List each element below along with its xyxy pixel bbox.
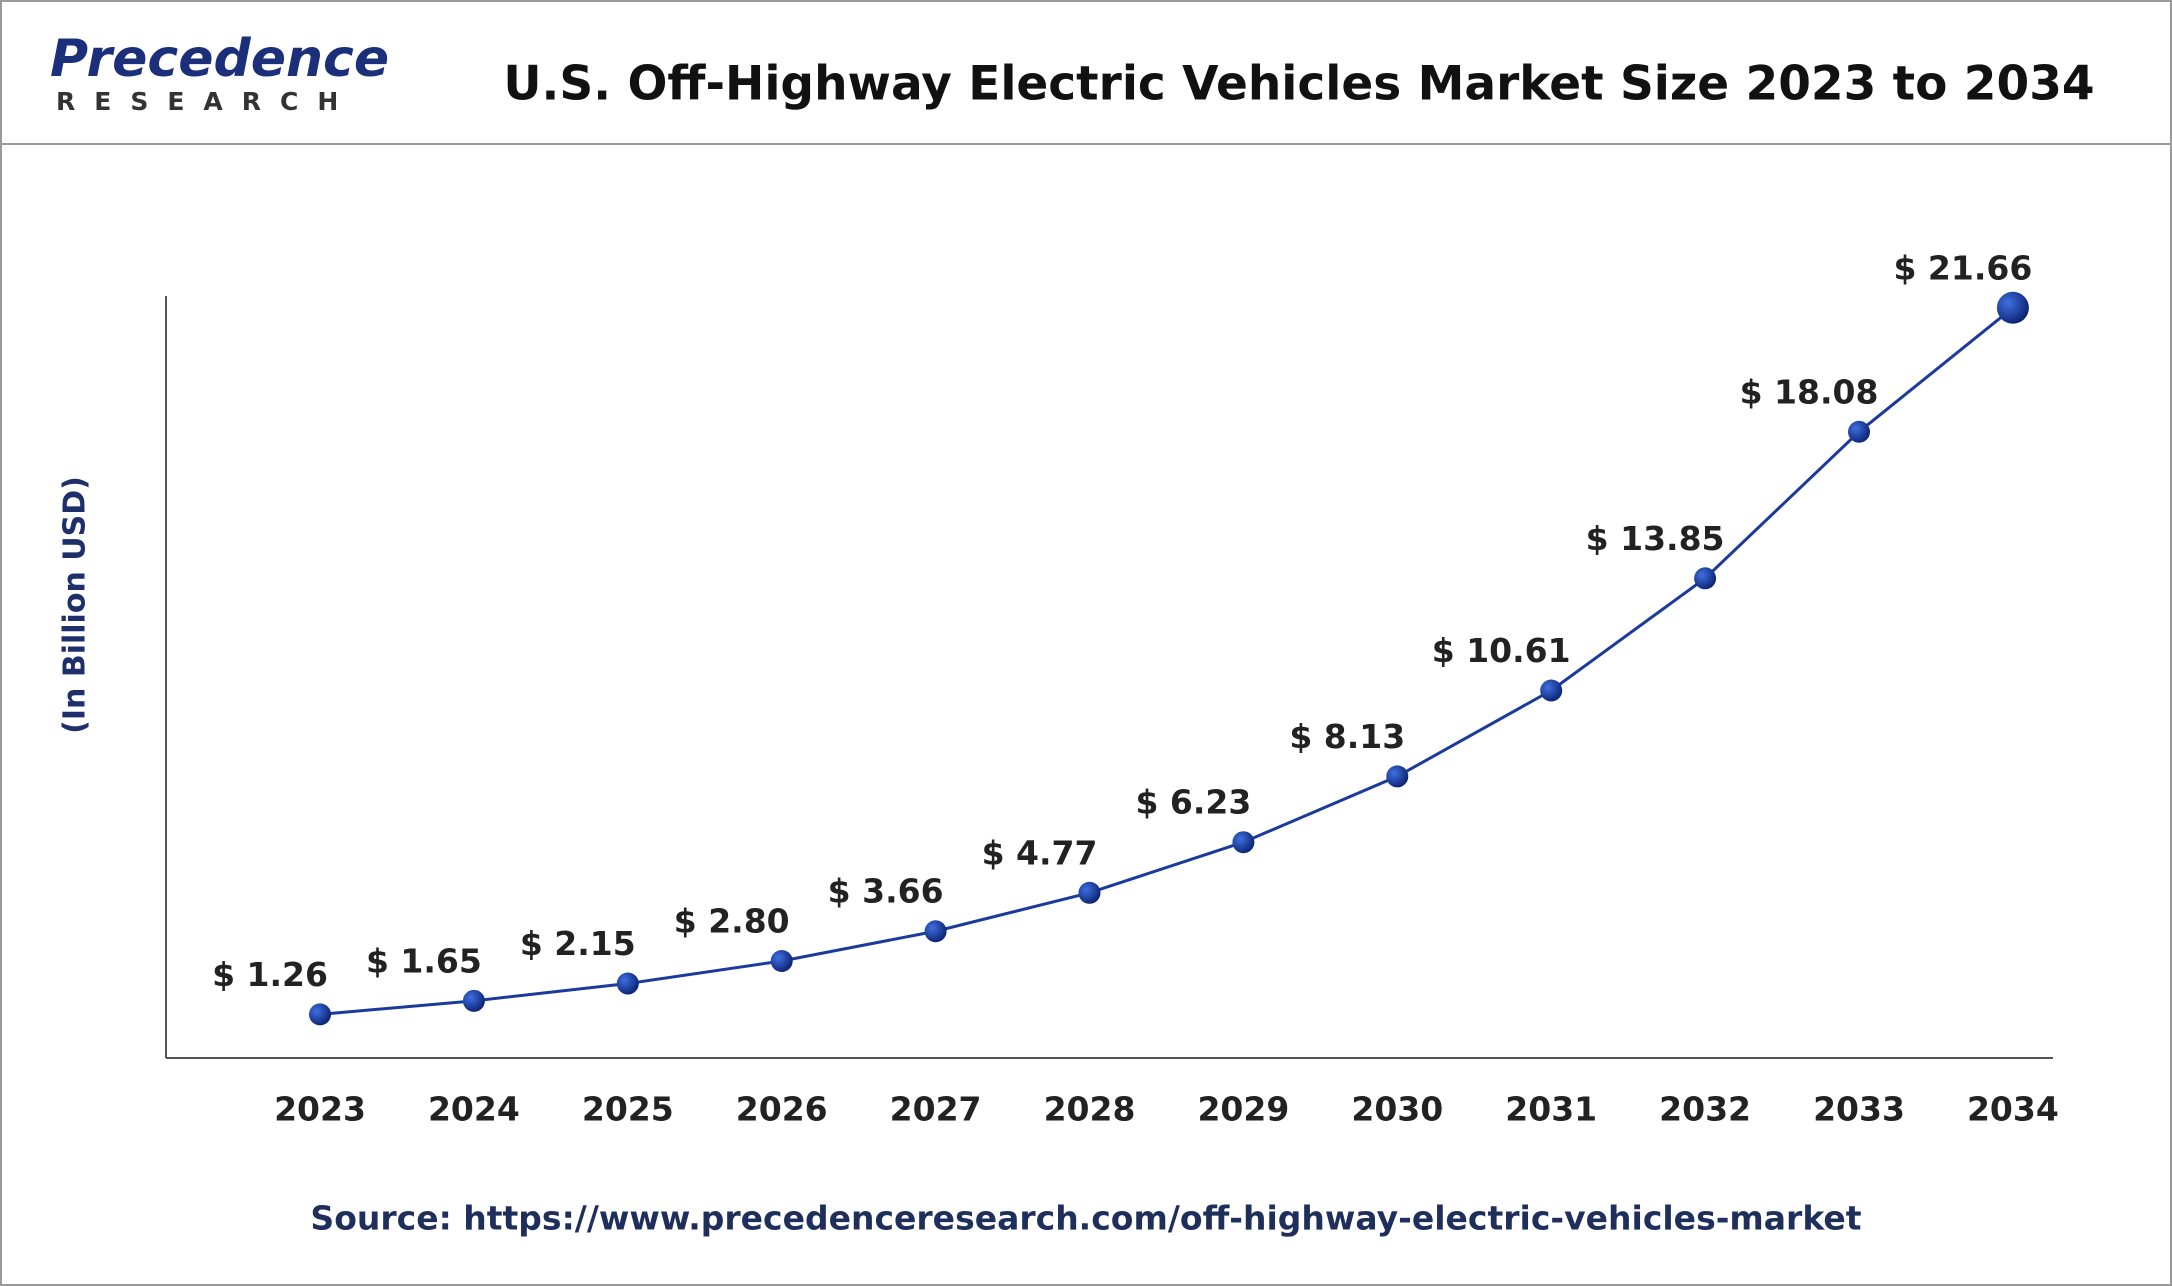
x-tick-label: 2023 [274,1090,366,1129]
x-tick-label: 2028 [1044,1090,1136,1129]
data-label: $ 13.85 [1586,519,1725,558]
x-tick-label: 2024 [428,1090,520,1129]
data-point [924,920,947,943]
data-point [1232,831,1255,854]
logo-name: Precedence [50,29,389,89]
data-point [1540,679,1563,702]
data-point [462,989,485,1012]
chart-title: U.S. Off-Highway Electric Vehicles Marke… [503,57,2094,112]
data-label: $ 10.61 [1432,631,1571,670]
data-line [319,306,2014,1016]
data-label: $ 18.08 [1740,372,1879,411]
x-tick-label: 2029 [1197,1090,1289,1129]
x-tick-label: 2031 [1505,1090,1597,1129]
data-label: $ 2.15 [520,924,636,963]
x-tick-label: 2030 [1351,1090,1443,1129]
data-label: $ 4.77 [982,833,1098,872]
data-label: $ 21.66 [1893,248,2032,287]
x-tick-label: 2033 [1813,1090,1905,1129]
data-point [1848,420,1870,443]
data-point [1386,765,1409,788]
y-axis-label: (In Billion USD) [58,476,93,734]
logo-tagline: RESEARCH [56,87,357,116]
data-point [309,1003,331,1026]
data-point [1996,291,2029,324]
x-tick-label: 2032 [1659,1090,1751,1129]
data-point [1078,881,1101,904]
data-label: $ 6.23 [1135,783,1251,822]
x-tick-label: 2025 [582,1090,674,1129]
data-point [770,950,793,973]
data-point [1694,567,1717,590]
x-tick-label: 2027 [890,1090,982,1129]
data-point [616,972,639,995]
data-label: $ 1.65 [366,941,482,980]
x-tick-label: 2034 [1967,1090,2059,1129]
data-label: $ 8.13 [1289,717,1405,756]
x-tick-label: 2026 [736,1090,828,1129]
data-label: $ 2.80 [674,902,790,941]
source-note: Source: https://www.precedenceresearch.c… [310,1199,1861,1238]
data-label: $ 1.26 [212,955,328,994]
data-label: $ 3.66 [828,872,944,911]
